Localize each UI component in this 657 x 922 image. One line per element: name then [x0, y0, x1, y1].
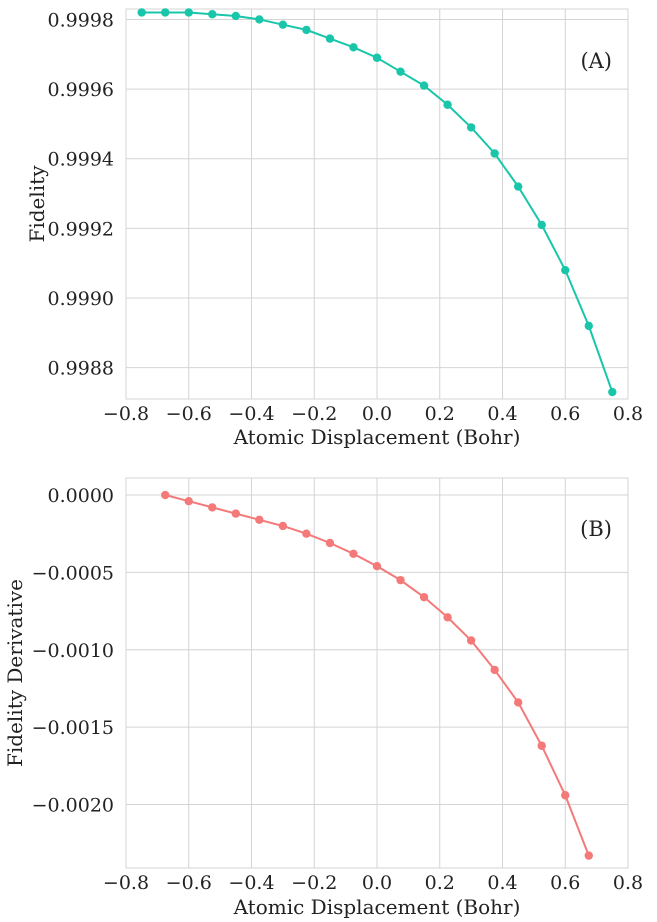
y-tick-label: 0.9992 [48, 218, 114, 240]
y-tick-label: −0.0005 [32, 562, 114, 584]
x-tick-label: 0.6 [550, 403, 580, 425]
data-point [466, 636, 476, 645]
data-point [161, 490, 170, 500]
x-axis-label: Atomic Displacement (Bohr) [233, 895, 521, 919]
data-point [184, 497, 193, 506]
data-point [208, 10, 217, 19]
data-point [255, 15, 264, 24]
x-tick-label: 0.0 [362, 403, 392, 425]
data-point [537, 741, 546, 750]
y-tick-label: −0.0015 [32, 717, 114, 739]
plot-frame [125, 477, 629, 869]
data-point [302, 25, 311, 35]
data-point [584, 321, 593, 331]
data-point [208, 503, 217, 512]
data-point [325, 34, 335, 43]
panel-label: (A) [580, 49, 612, 73]
x-tick-label: −0.6 [166, 872, 212, 894]
x-tick-label: −0.4 [228, 872, 274, 894]
data-point [161, 8, 170, 17]
data-point [490, 665, 499, 675]
data-point [513, 182, 523, 191]
data-point [396, 575, 405, 585]
data-point [537, 220, 546, 230]
data-point [372, 562, 382, 571]
plot-frame [125, 8, 629, 400]
y-tick-label: 0.9994 [48, 149, 114, 171]
data-point [184, 8, 193, 17]
data-point [349, 43, 358, 52]
data-point [255, 515, 264, 524]
y-tick-label: 0.0000 [48, 485, 114, 507]
x-tick-label: −0.2 [291, 872, 337, 894]
data-point [137, 8, 146, 17]
x-tick-label: 0.8 [613, 403, 643, 425]
data-point [466, 123, 476, 132]
data-point [608, 387, 617, 397]
data-point [561, 265, 570, 275]
data-point [443, 613, 452, 622]
y-tick-label: 0.9990 [48, 288, 114, 310]
data-point [349, 549, 358, 559]
x-tick-label: −0.6 [166, 403, 212, 425]
x-tick-label: −0.8 [103, 403, 149, 425]
data-point [419, 592, 429, 602]
y-tick-label: 0.9998 [48, 9, 114, 31]
x-tick-label: −0.4 [228, 403, 274, 425]
data-point [396, 67, 405, 76]
data-point [513, 698, 523, 707]
x-tick-label: 0.2 [425, 872, 455, 894]
x-tick-label: −0.8 [103, 872, 149, 894]
data-point [302, 529, 311, 538]
data-point [278, 20, 288, 29]
x-tick-label: 0.0 [362, 872, 392, 894]
grid [125, 9, 629, 399]
x-tick-label: 0.4 [487, 403, 517, 425]
x-tick-label: 0.2 [425, 403, 455, 425]
x-tick-label: 0.6 [550, 872, 580, 894]
y-tick-label: 0.9988 [48, 358, 114, 380]
data-point [443, 100, 452, 109]
panel-b: −0.8 −0.6 −0.4 −0.2 0.0 0.2 0.4 0.6 0.8 −0.0020 −0… [3, 477, 643, 919]
data-point [231, 509, 241, 518]
y-tick-label: −0.0020 [32, 795, 114, 817]
x-tick-label: −0.2 [291, 403, 337, 425]
x-tick-label: 0.4 [487, 872, 517, 894]
data-point [584, 851, 593, 860]
data-point [490, 149, 499, 158]
data-point [419, 81, 429, 90]
data-point [231, 11, 241, 21]
data-point [372, 53, 382, 62]
panel-label: (B) [580, 517, 612, 541]
y-tick-label: 0.9996 [48, 79, 114, 101]
data-point [561, 791, 570, 800]
y-axis-label: Fidelity Derivative [3, 579, 27, 767]
y-axis-label: Fidelity [25, 165, 49, 243]
panel-a: −0.8 −0.6 −0.4 −0.2 0.0 0.2 0.4 0.6 0.8 0.9988 0.9… [25, 8, 643, 449]
x-axis-label: Atomic Displacement (Bohr) [233, 425, 521, 449]
data-point [325, 538, 335, 548]
grid [125, 478, 629, 868]
x-tick-label: 0.8 [613, 872, 643, 894]
y-tick-label: −0.0010 [32, 640, 114, 662]
data-point [278, 521, 288, 531]
